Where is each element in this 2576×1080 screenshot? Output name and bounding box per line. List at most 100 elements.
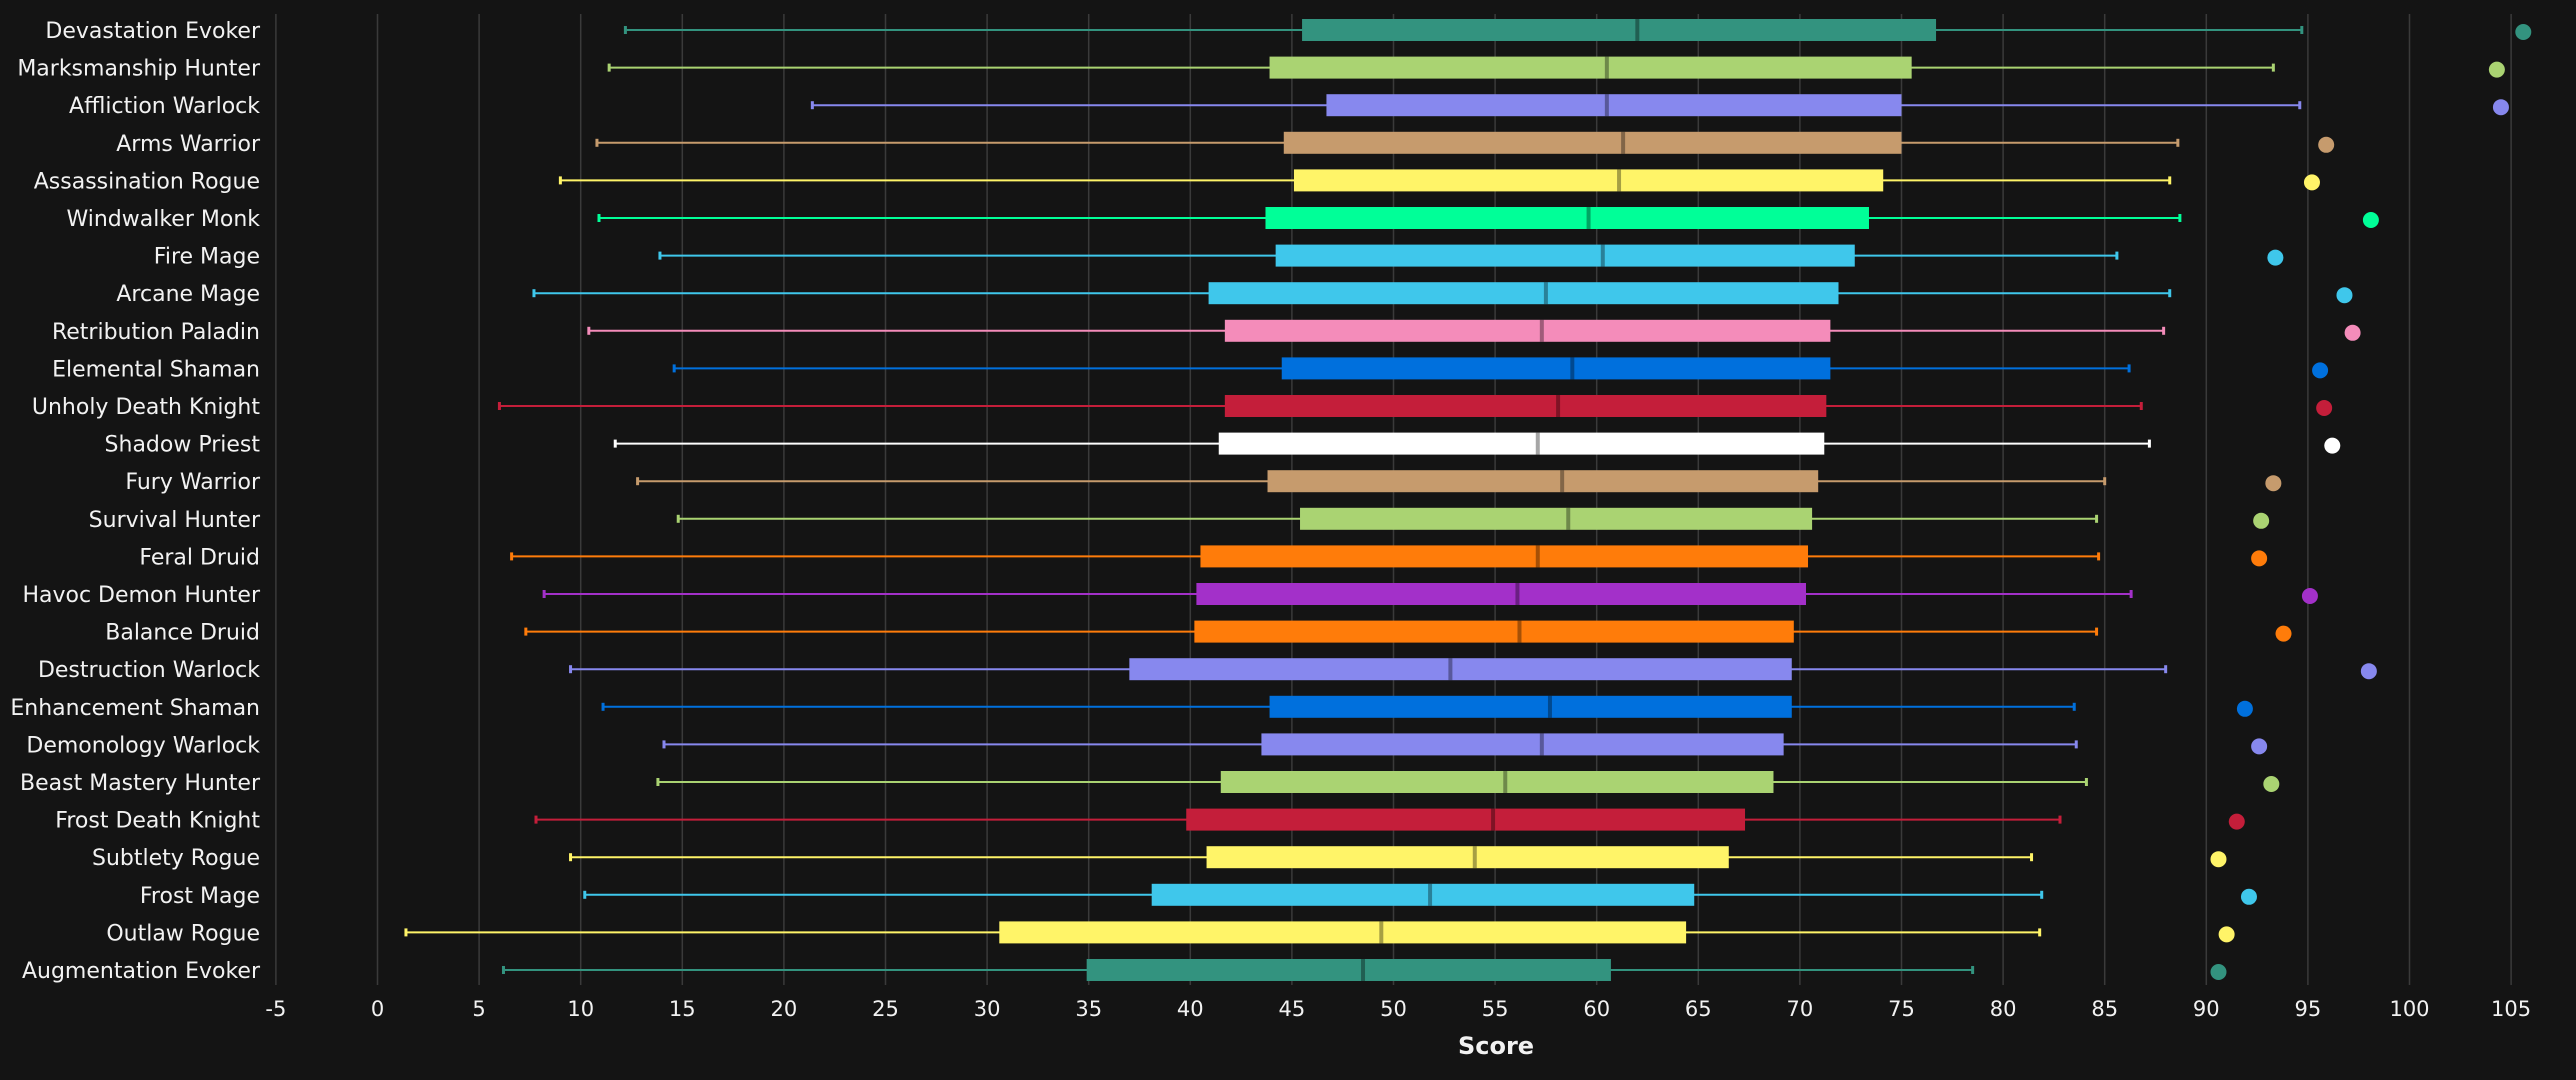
- box-row: [609, 57, 2505, 79]
- box-row: [589, 320, 2361, 342]
- x-tick-label: 95: [2295, 997, 2322, 1021]
- box-row: [536, 809, 2245, 831]
- box-row: [664, 733, 2267, 755]
- outlier-point: [2361, 663, 2377, 679]
- box-row: [625, 19, 2531, 41]
- category-label: Windwalker Monk: [66, 207, 260, 232]
- iqr-box: [1219, 433, 1825, 455]
- box-row: [599, 207, 2379, 229]
- outlier-point: [2219, 926, 2235, 942]
- box-row: [603, 696, 2253, 718]
- category-label: Assassination Rogue: [34, 169, 260, 194]
- x-tick-label: 45: [1279, 997, 1306, 1021]
- iqr-box: [1152, 884, 1695, 906]
- x-tick-label: 0: [371, 997, 384, 1021]
- iqr-box: [1194, 621, 1793, 643]
- outlier-point: [2336, 287, 2352, 303]
- iqr-box: [1284, 132, 1902, 154]
- iqr-box: [1302, 19, 1936, 41]
- x-axis-ticks: -5 0 5 10 15 20 25 30 35 40 45 50 55 60 65 70 75 80 85 90 95…: [265, 997, 2531, 1021]
- category-label: Demonology Warlock: [26, 733, 260, 758]
- outlier-point: [2324, 438, 2340, 454]
- iqr-box: [1265, 207, 1869, 229]
- box-row: [406, 921, 2235, 943]
- category-label: Outlaw Rogue: [106, 921, 260, 946]
- box-row: [638, 470, 2282, 492]
- category-label: Destruction Warlock: [38, 658, 260, 683]
- outlier-point: [2302, 588, 2318, 604]
- iqr-box: [1200, 545, 1808, 567]
- x-tick-label: 25: [872, 997, 899, 1021]
- box-row: [544, 583, 2318, 605]
- category-label: Unholy Death Knight: [32, 395, 260, 420]
- outlier-point: [2210, 964, 2226, 980]
- box-row: [526, 621, 2292, 643]
- iqr-box: [1300, 508, 1812, 530]
- box-row: [571, 658, 2377, 680]
- outlier-point: [2316, 400, 2332, 416]
- iqr-box: [1196, 583, 1806, 605]
- category-label: Havoc Demon Hunter: [22, 583, 260, 608]
- iqr-box: [1225, 395, 1826, 417]
- iqr-box: [1186, 809, 1745, 831]
- box-row: [678, 508, 2269, 530]
- box-row: [812, 94, 2509, 116]
- x-tick-label: 55: [1482, 997, 1509, 1021]
- x-tick-label: 40: [1177, 997, 1204, 1021]
- x-tick-label: 60: [1583, 997, 1610, 1021]
- x-tick-label: 35: [1075, 997, 1102, 1021]
- iqr-box: [1207, 846, 1729, 868]
- box-row: [597, 132, 2334, 154]
- iqr-box: [1326, 94, 1901, 116]
- outlier-point: [2265, 475, 2281, 491]
- outlier-point: [2318, 137, 2334, 153]
- x-tick-label: 100: [2389, 997, 2429, 1021]
- x-tick-label: 105: [2491, 997, 2531, 1021]
- outlier-point: [2229, 814, 2245, 830]
- x-tick-label: 5: [472, 997, 485, 1021]
- x-tick-label: 80: [1990, 997, 2017, 1021]
- outlier-point: [2493, 99, 2509, 115]
- x-tick-label: 30: [974, 997, 1001, 1021]
- outlier-point: [2267, 250, 2283, 266]
- category-label: Elemental Shaman: [52, 357, 260, 382]
- category-label: Feral Druid: [139, 545, 260, 570]
- category-label: Subtlety Rogue: [92, 846, 260, 871]
- category-label: Fire Mage: [154, 245, 260, 270]
- category-label: Frost Mage: [140, 884, 260, 909]
- iqr-box: [1270, 696, 1792, 718]
- outlier-point: [2312, 362, 2328, 378]
- box-row: [503, 959, 2226, 981]
- iqr-box: [1209, 282, 1839, 304]
- category-label: Arms Warrior: [116, 132, 261, 157]
- outlier-point: [2263, 776, 2279, 792]
- x-tick-label: 10: [567, 997, 594, 1021]
- x-tick-label: 20: [771, 997, 798, 1021]
- category-labels: Devastation Evoker Marksmanship Hunter Aff…: [10, 19, 261, 984]
- iqr-box: [1129, 658, 1791, 680]
- category-label: Balance Druid: [105, 621, 260, 646]
- outlier-point: [2304, 174, 2320, 190]
- category-label: Marksmanship Hunter: [17, 57, 261, 82]
- boxes-layer: [406, 19, 2531, 981]
- box-row: [571, 846, 2227, 868]
- outlier-point: [2251, 550, 2267, 566]
- iqr-box: [1276, 245, 1855, 267]
- iqr-box: [1087, 959, 1611, 981]
- x-tick-label: 65: [1685, 997, 1712, 1021]
- box-row: [585, 884, 2257, 906]
- category-label: Devastation Evoker: [45, 19, 261, 44]
- outlier-point: [2251, 738, 2267, 754]
- x-tick-label: 70: [1787, 997, 1814, 1021]
- iqr-box: [1268, 470, 1819, 492]
- box-row: [674, 357, 2328, 379]
- category-label: Arcane Mage: [116, 282, 260, 307]
- outlier-point: [2363, 212, 2379, 228]
- x-tick-label: 75: [1888, 997, 1915, 1021]
- iqr-box: [999, 921, 1686, 943]
- outlier-point: [2237, 701, 2253, 717]
- x-tick-label: -5: [265, 997, 286, 1021]
- x-tick-label: 50: [1380, 997, 1407, 1021]
